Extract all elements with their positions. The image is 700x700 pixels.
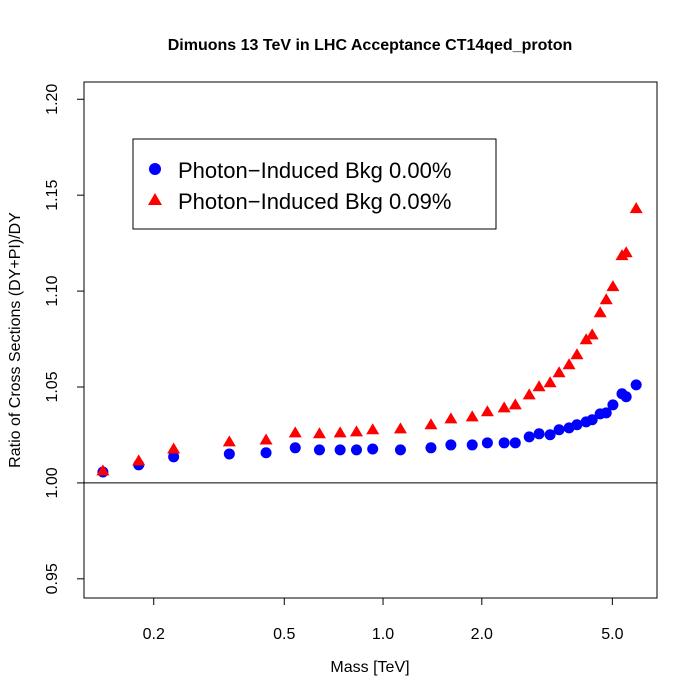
point-triangle: [562, 358, 576, 370]
point-circle: [481, 437, 493, 449]
point-circle: [509, 437, 521, 449]
point-circle: [600, 407, 612, 419]
point-circle: [334, 444, 346, 456]
point-triangle: [393, 422, 407, 434]
y-tick-label: 1.10: [44, 275, 61, 306]
x-tick-label: 0.2: [143, 626, 165, 643]
point-circle: [223, 448, 235, 460]
point-triangle: [497, 401, 511, 413]
point-circle: [553, 424, 565, 436]
point-circle: [168, 451, 180, 463]
point-circle: [394, 444, 406, 456]
x-tick-label: 5.0: [601, 626, 623, 643]
point-triangle: [593, 306, 607, 318]
point-triangle: [222, 435, 236, 447]
point-triangle: [96, 464, 110, 476]
point-triangle: [312, 427, 326, 439]
point-triangle: [543, 376, 557, 388]
point-circle: [350, 444, 362, 456]
point-circle: [367, 443, 379, 455]
legend: Photon−Induced Bkg 0.00% Photon−Induced …: [132, 138, 497, 230]
legend-label-1: Photon−Induced Bkg 0.09%: [178, 189, 451, 214]
point-triangle: [522, 388, 536, 400]
point-triangle: [349, 425, 363, 437]
point-circle: [630, 379, 642, 391]
point-triangle: [444, 412, 458, 424]
point-circle: [445, 439, 457, 451]
y-tick-label: 1.00: [44, 467, 61, 498]
legend-box: [132, 138, 497, 230]
point-triangle: [570, 348, 584, 360]
y-tick-label: 1.20: [44, 84, 61, 115]
x-tick-label: 2.0: [471, 626, 493, 643]
point-circle: [607, 399, 619, 411]
point-circle: [544, 429, 556, 441]
x-tick-label: 0.5: [273, 626, 295, 643]
point-triangle: [585, 328, 599, 340]
legend-marker-triangle: [148, 193, 162, 205]
x-axis: 0.2 0.5 1.0 2.0 5.0: [143, 597, 624, 643]
point-circle: [289, 442, 301, 454]
point-triangle: [132, 454, 146, 466]
point-triangle: [167, 442, 181, 454]
point-triangle: [619, 246, 633, 258]
point-circle: [620, 391, 632, 403]
y-tick-label: 1.15: [44, 180, 61, 211]
point-circle: [571, 419, 583, 431]
point-triangle: [508, 398, 522, 410]
point-triangle: [629, 202, 643, 214]
point-triangle: [366, 423, 380, 435]
point-circle: [586, 414, 598, 426]
point-circle: [260, 447, 272, 459]
y-axis: 0.95 1.00 1.05 1.10 1.15 1.20: [44, 84, 85, 594]
point-triangle: [480, 405, 494, 417]
chart-title: Dimuons 13 TeV in LHC Acceptance CT14qed…: [168, 37, 573, 54]
point-triangle: [424, 418, 438, 430]
legend-marker-circle: [149, 163, 161, 175]
point-triangle: [606, 280, 620, 292]
point-triangle: [333, 426, 347, 438]
data-points: [96, 202, 643, 478]
point-triangle: [532, 380, 546, 392]
point-circle: [533, 428, 545, 440]
point-triangle: [288, 426, 302, 438]
y-tick-label: 1.05: [44, 371, 61, 402]
point-circle: [313, 444, 325, 456]
y-tick-label: 0.95: [44, 563, 61, 594]
point-triangle: [259, 433, 273, 445]
point-triangle: [599, 293, 613, 305]
y-axis-label: Ratio of Cross Sections (DY+PI)/DY: [7, 212, 24, 468]
point-triangle: [465, 410, 479, 422]
point-circle: [498, 437, 510, 449]
point-circle: [425, 442, 437, 454]
x-axis-label: Mass [TeV]: [330, 659, 409, 676]
legend-label-0: Photon−Induced Bkg 0.00%: [178, 158, 451, 183]
x-tick-label: 1.0: [372, 626, 394, 643]
point-circle: [523, 431, 535, 443]
point-triangle: [552, 366, 566, 378]
point-circle: [466, 439, 478, 451]
